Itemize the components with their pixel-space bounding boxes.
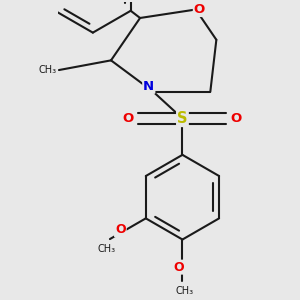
Text: O: O [230, 112, 242, 125]
Text: CH₃: CH₃ [38, 65, 57, 75]
Text: S: S [177, 111, 188, 126]
Text: O: O [122, 112, 133, 125]
Text: CH₃: CH₃ [97, 244, 115, 254]
Text: O: O [194, 3, 205, 16]
Text: N: N [143, 80, 154, 93]
Text: O: O [115, 224, 126, 236]
Text: O: O [173, 261, 184, 274]
Text: CH₃: CH₃ [176, 286, 194, 296]
